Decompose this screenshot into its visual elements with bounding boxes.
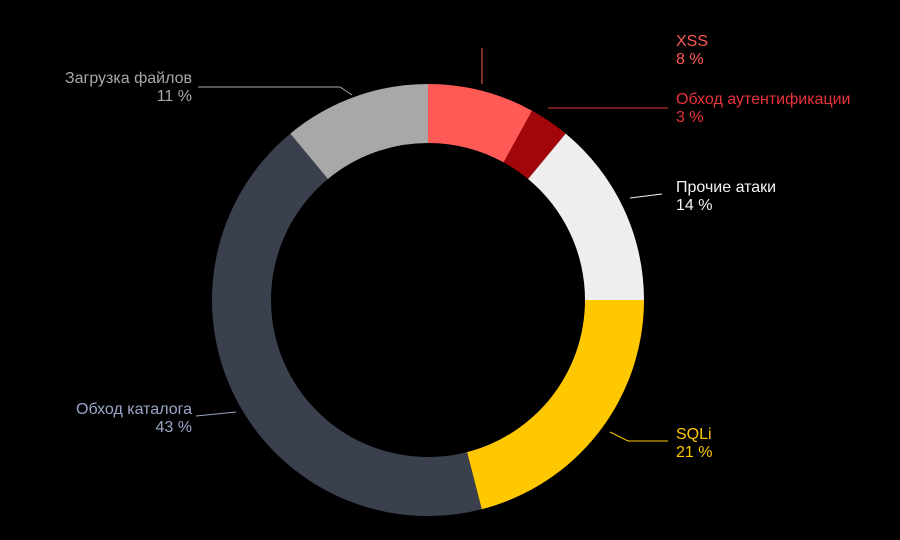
slice-value-label: 14 % xyxy=(676,197,712,214)
donut-slice xyxy=(428,84,533,163)
slice-value-label: 21 % xyxy=(676,444,712,461)
leader-line xyxy=(609,431,668,442)
slice-value-label: 8 % xyxy=(676,51,704,68)
leader-line xyxy=(198,86,353,96)
leader-lines xyxy=(195,48,668,442)
donut-slice xyxy=(503,110,566,180)
slice-label: Загрузка файлов xyxy=(65,70,192,87)
slice-label: Обход аутентификации xyxy=(676,91,850,108)
slice-label: SQLi xyxy=(676,426,712,443)
slice-label: XSS xyxy=(676,33,708,50)
leader-line xyxy=(629,193,663,199)
donut-slices xyxy=(212,84,644,516)
donut-slice xyxy=(290,84,428,180)
slice-value-label: 11 % xyxy=(157,88,192,105)
donut-slice xyxy=(528,133,644,300)
slice-label: Прочие атаки xyxy=(676,179,776,196)
leader-line xyxy=(195,411,237,417)
slice-label: Обход каталога xyxy=(76,401,192,418)
donut-slice xyxy=(467,300,644,510)
slice-value-label: 43 % xyxy=(156,419,192,436)
donut-slice xyxy=(212,133,482,516)
slice-value-label: 3 % xyxy=(676,109,704,126)
